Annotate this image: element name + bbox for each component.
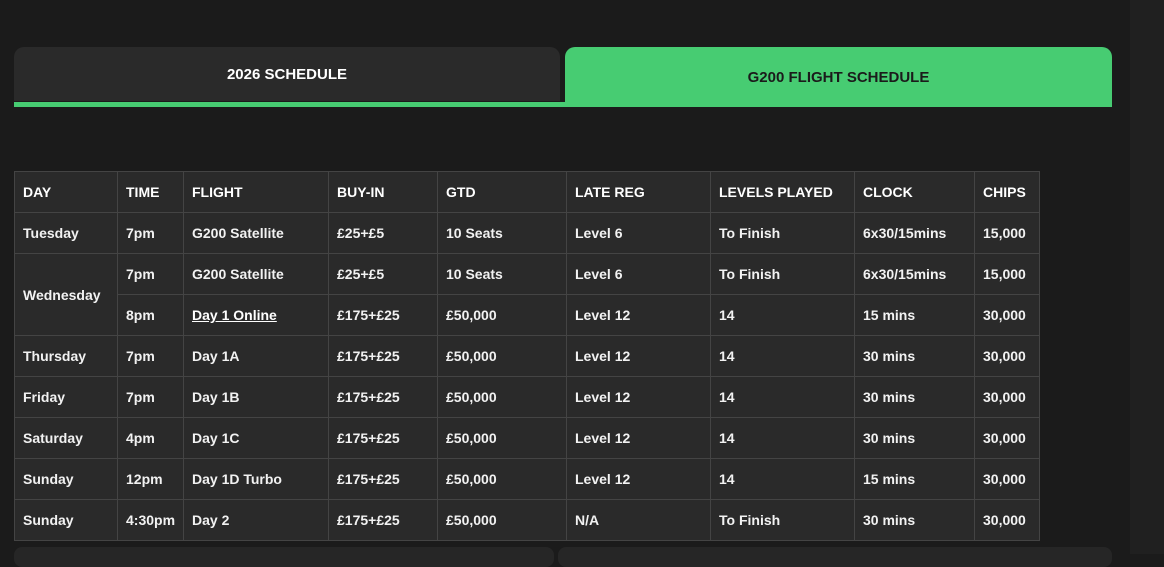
cell-flight: Day 1C [183,417,329,459]
column-header: BUY-IN [328,171,438,213]
cell-levels: To Finish [710,253,855,295]
cell-gtd: £50,000 [437,335,567,377]
cell-flight: G200 Satellite [183,253,329,295]
cell-flight: Day 1 Online [183,294,329,336]
cell-clock: 6x30/15mins [854,253,975,295]
cell-levels: To Finish [710,212,855,254]
table-row: 8pm Day 1 Online £175+£25 £50,000 Level 12 14… [15,294,1040,336]
cell-chips: 30,000 [974,499,1040,541]
cell-day: Thursday [14,335,118,377]
cell-time: 7pm [117,253,184,295]
cell-chips: 30,000 [974,294,1040,336]
cell-buyin: £175+£25 [328,458,438,500]
flight-schedule-table: DAY TIME FLIGHT BUY-IN GTD LATE REG LEVELS PLA… [14,171,1040,541]
cell-levels: 14 [710,458,855,500]
cell-time: 8pm [117,294,184,336]
cell-flight: G200 Satellite [183,212,329,254]
cell-gtd: £50,000 [437,376,567,418]
cell-levels: 14 [710,376,855,418]
cell-buyin: £175+£25 [328,335,438,377]
cell-buyin: £25+£5 [328,212,438,254]
cell-gtd: £50,000 [437,499,567,541]
column-header: FLIGHT [183,171,329,213]
cell-buyin: £175+£25 [328,376,438,418]
cell-latereg: Level 12 [566,458,711,500]
cell-buyin: £175+£25 [328,417,438,459]
content-card [558,547,1112,567]
cell-latereg: Level 12 [566,376,711,418]
column-header: DAY [14,171,118,213]
cell-latereg: N/A [566,499,711,541]
tab-g200-flight-schedule[interactable]: G200 FLIGHT SCHEDULE [565,47,1112,107]
column-header: GTD [437,171,567,213]
table-row: Friday 7pm Day 1B £175+£25 £50,000 Level 12 14… [14,376,1040,418]
table-row: Thursday 7pm Day 1A £175+£25 £50,000 Level 12… [14,335,1040,377]
cell-chips: 30,000 [974,458,1040,500]
cell-day: Tuesday [14,212,118,254]
table-row: Sunday 12pm Day 1D Turbo £175+£25 £50,000 Lev… [14,458,1040,500]
cell-gtd: 10 Seats [437,212,567,254]
cell-gtd: £50,000 [437,294,567,336]
cell-gtd: 10 Seats [437,253,567,295]
cell-gtd: £50,000 [437,417,567,459]
content-card [14,547,554,567]
table-row: Wednesday 7pm G200 Satellite £25+£5 10 Seats… [14,253,1040,336]
cell-time: 7pm [117,212,184,254]
cell-clock: 30 mins [854,335,975,377]
tab-underline [14,102,1112,107]
cell-buyin: £175+£25 [328,499,438,541]
cell-time: 4:30pm [117,499,184,541]
cell-clock: 30 mins [854,499,975,541]
cell-clock: 30 mins [854,417,975,459]
cell-latereg: Level 12 [566,294,711,336]
cell-day: Friday [14,376,118,418]
tab-2026-schedule[interactable]: 2026 SCHEDULE [14,47,560,101]
cell-clock: 15 mins [854,294,975,336]
cell-flight: Day 1D Turbo [183,458,329,500]
cell-flight: Day 1A [183,335,329,377]
cell-clock: 30 mins [854,376,975,418]
cell-chips: 30,000 [974,376,1040,418]
table-row: Sunday 4:30pm Day 2 £175+£25 £50,000 N/A To Fi… [14,499,1040,541]
cell-latereg: Level 12 [566,335,711,377]
schedule-tabs: 2026 SCHEDULE G200 FLIGHT SCHEDULE [14,47,1112,107]
cell-flight: Day 1B [183,376,329,418]
cell-levels: 14 [710,417,855,459]
table-header-row: DAY TIME FLIGHT BUY-IN GTD LATE REG LEVELS PLA… [14,171,1040,213]
column-header: CLOCK [854,171,975,213]
cell-chips: 15,000 [974,253,1040,295]
cell-chips: 30,000 [974,335,1040,377]
cell-chips: 15,000 [974,212,1040,254]
flight-link[interactable]: Day 1 Online [192,307,277,323]
column-header: LEVELS PLAYED [710,171,855,213]
cell-day: Sunday [14,458,118,500]
column-header: CHIPS [974,171,1040,213]
cell-time: 7pm [117,376,184,418]
cell-time: 12pm [117,458,184,500]
table-row: Tuesday 7pm G200 Satellite £25+£5 10 Seats Le… [14,212,1040,254]
cell-time: 7pm [117,335,184,377]
column-header: LATE REG [566,171,711,213]
cell-chips: 30,000 [974,417,1040,459]
cell-flight: Day 2 [183,499,329,541]
cell-latereg: Level 6 [566,212,711,254]
table-row: Saturday 4pm Day 1C £175+£25 £50,000 Level 12… [14,417,1040,459]
cell-day: Saturday [14,417,118,459]
cell-buyin: £25+£5 [328,253,438,295]
cell-latereg: Level 6 [566,253,711,295]
cell-clock: 15 mins [854,458,975,500]
cell-day: Sunday [14,499,118,541]
cell-levels: 14 [710,335,855,377]
cell-time: 4pm [117,417,184,459]
cell-levels: 14 [710,294,855,336]
cell-gtd: £50,000 [437,458,567,500]
page-scroll-area [1130,0,1164,554]
cell-day: Wednesday [14,253,118,336]
cell-clock: 6x30/15mins [854,212,975,254]
cell-levels: To Finish [710,499,855,541]
cell-buyin: £175+£25 [328,294,438,336]
column-header: TIME [117,171,184,213]
cell-latereg: Level 12 [566,417,711,459]
